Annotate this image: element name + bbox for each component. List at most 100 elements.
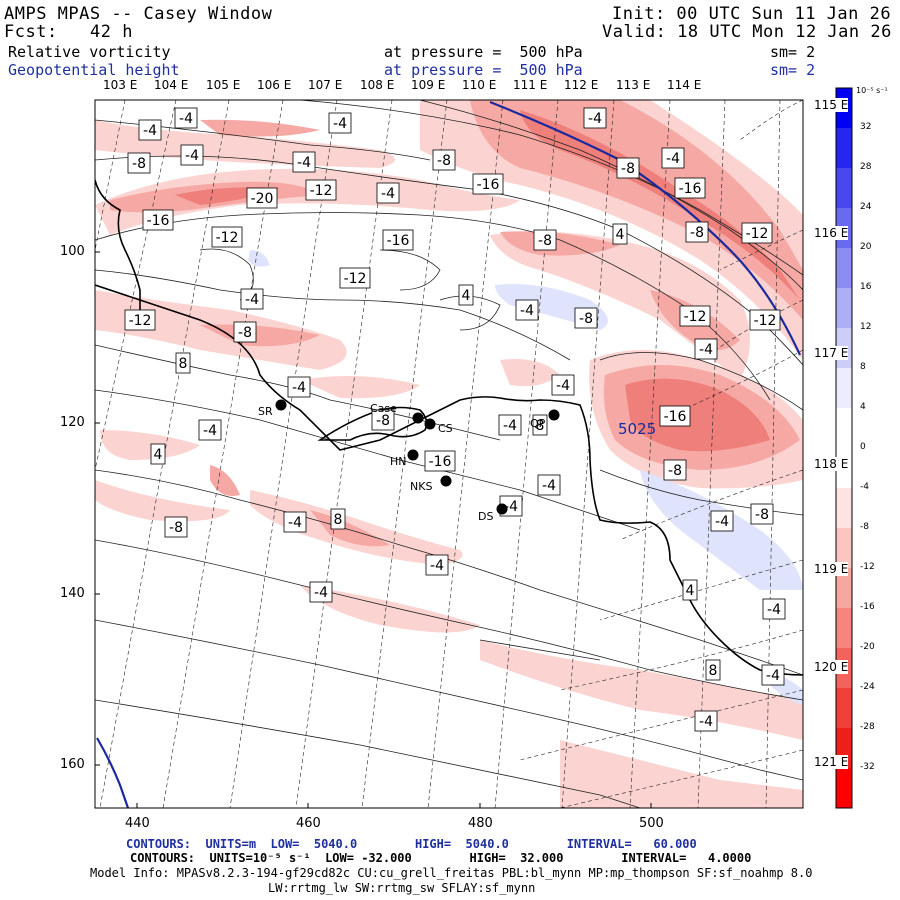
longitude-label: 107 E xyxy=(308,78,343,92)
contour-label-box xyxy=(532,414,548,436)
contour-label: -8 xyxy=(371,409,395,431)
contour-label: -4 xyxy=(309,581,333,603)
contour-label-box xyxy=(551,374,575,396)
contour-label-text: 8 xyxy=(334,512,343,528)
longitude-label: 106 E xyxy=(257,78,292,92)
colorbar-segment xyxy=(836,768,852,809)
colorbar-segment xyxy=(836,248,852,289)
contour-label: -8 xyxy=(750,503,774,525)
colorbar-segment xyxy=(836,608,852,649)
longitude-label: 112 E xyxy=(564,78,599,92)
contour-label-text: -4 xyxy=(333,116,347,132)
contour-label: -8 xyxy=(164,516,188,538)
contour-label: -4 xyxy=(376,182,400,204)
footer-vorticity-contours: CONTOURS: UNITS=10⁻⁵ s⁻¹ LOW= -32.000 HI… xyxy=(130,851,752,865)
contour-label: 8 xyxy=(175,352,191,374)
contour-label: -12 xyxy=(741,222,773,244)
contour-label-box xyxy=(150,443,166,465)
contour-label: -12 xyxy=(749,309,781,331)
station-label: DS xyxy=(478,510,493,523)
field2-level: at pressure = 500 hPa xyxy=(384,61,583,79)
contour-label-text: -12 xyxy=(344,271,367,287)
contour-label-text: -12 xyxy=(684,309,707,325)
graticule xyxy=(95,100,803,808)
contour-label-box xyxy=(761,664,785,686)
latitude-label: 115 E xyxy=(814,98,849,112)
longitude-label: 103 E xyxy=(103,78,138,92)
contour-label: -4 xyxy=(328,112,352,134)
contour-label-box xyxy=(583,107,607,129)
contour-label-text: -4 xyxy=(715,514,729,530)
contour-label-text: -4 xyxy=(556,378,570,394)
longitude-label: 110 E xyxy=(462,78,497,92)
longitude-label: 108 E xyxy=(360,78,395,92)
contour-label-text: -4 xyxy=(179,111,193,127)
contour-label-text: -4 xyxy=(245,292,259,308)
field1-sm: sm= 2 xyxy=(770,43,816,61)
contour-label-text: -8 xyxy=(132,156,146,172)
contour-label: -16 xyxy=(659,405,691,427)
longitude-label: 109 E xyxy=(411,78,446,92)
contour-label: -20 xyxy=(246,187,278,209)
contour-label-box xyxy=(330,508,346,530)
contour-label-text: -16 xyxy=(477,177,500,193)
contour-label-text: -16 xyxy=(664,409,687,425)
footer-model-info: Model Info: MPASv8.2.3-194-gf29cd82c CU:… xyxy=(90,866,813,880)
contour-label-text: 4 xyxy=(616,227,625,243)
contour-label-text: -4 xyxy=(766,668,780,684)
station-marker xyxy=(275,399,287,411)
contour-label-text: -16 xyxy=(147,213,170,229)
contour-label-box xyxy=(180,144,204,166)
station-label: CS xyxy=(438,422,453,435)
field1-name: Relative vorticity xyxy=(8,43,171,61)
contour-label-box xyxy=(246,187,278,209)
contour-label: -4 xyxy=(498,414,522,436)
x-tick-500: 500 xyxy=(639,816,664,831)
contour-label: 8 xyxy=(330,508,346,530)
contour-label-text: -8 xyxy=(668,463,682,479)
contour-label: -8 xyxy=(127,152,151,174)
contour-label: -4 xyxy=(180,144,204,166)
contour-label-text: -12 xyxy=(754,313,777,329)
contour-label-text: -16 xyxy=(429,454,452,470)
footer-physics: LW:rrtmg_lw SW:rrtmg_sw SFLAY:sf_mynn xyxy=(268,881,536,895)
contour-label-text: -4 xyxy=(203,423,217,439)
contour-label-text: -4 xyxy=(381,186,395,202)
latitude-label: 116 E xyxy=(814,226,849,240)
latitude-label: 117 E xyxy=(814,346,849,360)
contour-label: -4 xyxy=(583,107,607,129)
contour-label: -12 xyxy=(211,226,243,248)
y-tick-160: 160 xyxy=(60,757,85,772)
contour-label: -8 xyxy=(574,307,598,329)
contour-label-box xyxy=(424,450,456,472)
contour-label-text: -4 xyxy=(504,499,518,515)
contour-label-box xyxy=(705,659,721,681)
valid-time: Valid: 18 UTC Mon 12 Jan 26 xyxy=(602,22,892,42)
contour-label-box xyxy=(198,419,222,441)
contour-label-box xyxy=(339,267,371,289)
contour-label: -8 xyxy=(432,149,456,171)
contour-label: -4 xyxy=(694,338,718,360)
x-tick-440: 440 xyxy=(125,816,150,831)
contour-label: -16 xyxy=(472,173,504,195)
latitude-label: 118 E xyxy=(814,457,849,471)
contour-label-box xyxy=(472,173,504,195)
contour-label-text: -4 xyxy=(430,558,444,574)
colorbar-segment xyxy=(836,168,852,209)
contour-label-box xyxy=(537,474,561,496)
field2-name: Geopotential height xyxy=(8,61,180,79)
latitude-label: 119 E xyxy=(814,562,849,576)
colorbar-segment xyxy=(836,368,852,409)
contour-label-text: -4 xyxy=(314,585,328,601)
contour-label-box xyxy=(142,209,174,231)
height-contours xyxy=(96,100,801,808)
colorbar-tick: -20 xyxy=(860,642,875,652)
contour-label: 4 xyxy=(612,223,628,245)
colorbar-tick: 12 xyxy=(860,322,872,332)
colorbar-segment xyxy=(836,288,852,329)
contour-label-box xyxy=(211,226,243,248)
contour-label: -12 xyxy=(679,305,711,327)
contour-label: -8 xyxy=(663,459,687,481)
contour-label-text: 4 xyxy=(686,583,695,599)
